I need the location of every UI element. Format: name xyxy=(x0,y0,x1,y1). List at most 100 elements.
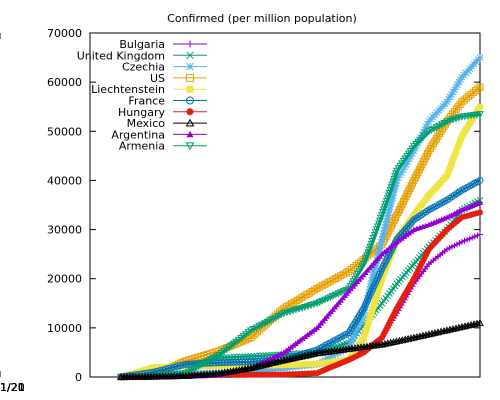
data-point xyxy=(404,158,412,166)
x-tick-label: 10/01/20 xyxy=(0,381,25,394)
data-point xyxy=(374,250,382,258)
data-point xyxy=(372,262,379,270)
data-point xyxy=(253,367,261,374)
y-tick-label: 70000 xyxy=(47,27,82,40)
data-point xyxy=(377,241,384,249)
data-point xyxy=(348,338,355,346)
legend-label: Czechia xyxy=(122,61,165,74)
x-tick-label: 01/01/21 xyxy=(0,381,25,394)
data-point xyxy=(421,126,429,133)
data-point xyxy=(185,363,192,370)
data-point xyxy=(400,227,408,235)
data-point xyxy=(399,166,407,174)
data-point xyxy=(380,230,387,237)
y-tick-label: 20000 xyxy=(47,273,82,286)
legend-label: Armenia xyxy=(119,140,165,153)
data-point xyxy=(361,306,368,314)
data-point xyxy=(446,93,454,101)
x-tick-label: 04/01/20 xyxy=(0,381,25,394)
data-point xyxy=(329,352,337,360)
legend-item: Hungary xyxy=(118,106,207,119)
data-point xyxy=(395,174,402,182)
y-tick-label: 10000 xyxy=(47,322,82,335)
data-point xyxy=(392,180,400,187)
data-point xyxy=(351,329,359,337)
data-point xyxy=(368,277,376,285)
data-point xyxy=(367,280,375,287)
x-tick-label: 02/01/20 xyxy=(0,381,25,394)
data-point xyxy=(391,185,399,193)
y-tick-label: 50000 xyxy=(47,125,82,138)
legend-label: Hungary xyxy=(118,106,165,119)
data-point xyxy=(377,238,385,246)
x-tick-label: 07/01/20 xyxy=(0,381,25,394)
data-point xyxy=(386,203,394,211)
data-point xyxy=(464,236,471,243)
data-point xyxy=(356,318,364,326)
data-point xyxy=(310,360,317,367)
data-point xyxy=(411,144,419,152)
data-point xyxy=(345,267,353,275)
data-point xyxy=(332,351,339,358)
data-point xyxy=(450,108,458,116)
data-point xyxy=(144,365,151,372)
data-point xyxy=(186,40,194,48)
data-point xyxy=(375,247,383,255)
data-point xyxy=(460,96,468,104)
data-point xyxy=(277,365,285,372)
series-line xyxy=(120,201,481,379)
data-point xyxy=(407,152,415,160)
data-point xyxy=(346,341,354,349)
data-point xyxy=(289,361,296,368)
data-point xyxy=(410,147,418,155)
data-point xyxy=(384,212,392,220)
data-point xyxy=(408,218,416,226)
data-point xyxy=(465,92,473,100)
data-point xyxy=(455,78,463,86)
data-point xyxy=(251,330,259,338)
data-point xyxy=(448,91,455,98)
x-tick-label: 12/01/20 xyxy=(0,381,25,394)
data-point xyxy=(398,169,405,176)
data-point xyxy=(353,326,360,334)
data-point xyxy=(396,171,404,179)
legend-item: Liechtenstein xyxy=(91,83,207,96)
x-tick-label: 06/01/20 xyxy=(0,381,25,394)
legend-item: Bulgaria xyxy=(119,38,207,51)
data-point xyxy=(454,81,461,88)
series-mexico xyxy=(117,318,484,380)
legend-label: US xyxy=(150,72,165,85)
data-point xyxy=(474,85,482,93)
data-point xyxy=(369,271,377,279)
data-point xyxy=(347,265,355,273)
data-point xyxy=(462,94,470,102)
x-tick-label: 08/01/20 xyxy=(0,381,25,394)
data-point xyxy=(298,361,305,368)
data-point xyxy=(370,268,378,276)
data-point xyxy=(345,344,353,351)
data-point xyxy=(371,265,379,273)
data-point xyxy=(458,238,465,245)
y-tick-label: 60000 xyxy=(47,76,82,89)
data-point xyxy=(449,88,457,96)
data-point xyxy=(477,199,483,205)
data-point xyxy=(404,222,412,230)
data-point xyxy=(256,366,264,374)
data-point xyxy=(262,366,270,374)
data-point xyxy=(295,361,302,368)
data-point xyxy=(443,98,451,106)
x-tick-label: 02/01/21 xyxy=(0,381,25,394)
data-point xyxy=(380,227,388,234)
data-point xyxy=(393,177,401,184)
data-point xyxy=(456,100,464,108)
data-point xyxy=(186,108,194,116)
data-point xyxy=(259,366,267,374)
y-axis: 0 10000 20000 30000 40000 50000 60000 70000 xyxy=(47,27,480,384)
legend-item: France xyxy=(128,95,207,108)
y-tick-label: 0 xyxy=(75,371,82,384)
data-point xyxy=(141,366,148,373)
data-point xyxy=(401,163,408,171)
data-point xyxy=(389,191,397,199)
data-point xyxy=(383,215,391,223)
